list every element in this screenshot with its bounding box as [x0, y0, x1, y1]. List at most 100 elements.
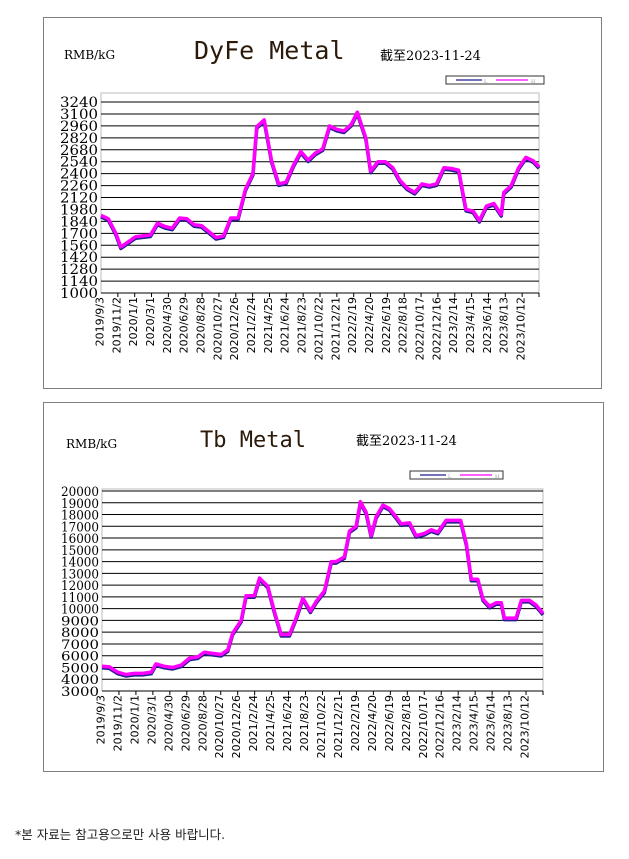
x-tick-label: 2020/4/30 — [161, 297, 174, 353]
y-tick-label: 3100 — [60, 107, 98, 123]
y-tick-label: 7000 — [61, 638, 99, 653]
x-tick-label: 2020/12/26 — [230, 695, 243, 758]
plot-area — [100, 92, 540, 294]
y-tick-label: 2120 — [60, 191, 98, 207]
x-tick-label: 2020/3/1 — [144, 297, 157, 346]
x-tick-label: 2022/10/17 — [414, 297, 427, 360]
y-tick-label: 3000 — [61, 685, 99, 700]
x-tick-label: 2021/6/24 — [279, 297, 292, 353]
x-tick-label: 2020/4/30 — [162, 695, 175, 751]
y-tick-label: 19000 — [61, 497, 99, 512]
x-tick-label: 2022/10/17 — [417, 695, 430, 758]
x-tick-label: 2023/2/14 — [447, 297, 460, 353]
y-tick-label: 2820 — [60, 131, 98, 147]
chart-title: DyFe Metal — [194, 36, 345, 65]
legend-box — [445, 75, 545, 85]
y-tick-label: 3240 — [60, 95, 98, 111]
x-tick-label: 2022/8/18 — [400, 695, 413, 751]
x-tick-label: 2022/12/16 — [434, 695, 447, 758]
x-tick-label: 2020/10/27 — [211, 297, 224, 360]
x-tick-label: 2023/8/13 — [498, 297, 511, 353]
y-tick-label: 1700 — [60, 226, 98, 242]
y-tick-label: 10000 — [61, 603, 99, 618]
x-tick-label: 2023/6/14 — [485, 695, 498, 751]
y-tick-label: 18000 — [61, 509, 99, 524]
y-tick-label: 9000 — [61, 614, 99, 629]
y-tick-label: 1840 — [60, 214, 98, 230]
x-tick-label: 2019/11/2 — [110, 297, 123, 353]
x-tick-label: 2021/2/24 — [245, 297, 258, 353]
unit-label: RMB/kG — [64, 48, 115, 62]
x-tick-label: 2021/6/24 — [281, 695, 294, 751]
x-tick-label: 2021/8/23 — [296, 297, 309, 353]
x-tick-label: 2022/4/20 — [363, 297, 376, 353]
chart-title: Tb Metal — [200, 428, 306, 453]
y-tick-label: 2540 — [60, 155, 98, 171]
y-tick-label: 8000 — [61, 626, 99, 641]
legend-label-l: L — [448, 474, 452, 480]
y-tick-label: 1980 — [60, 202, 98, 218]
chart-subtitle: 截至2023-11-24 — [356, 434, 457, 449]
x-tick-label: 2022/2/19 — [346, 297, 359, 353]
x-tick-label: 2021/12/21 — [332, 695, 345, 758]
x-tick-label: 2021/8/23 — [298, 695, 311, 751]
x-tick-label: 2021/4/25 — [264, 695, 277, 751]
series-line-h — [100, 110, 541, 249]
x-tick-label: 2023/8/13 — [502, 695, 515, 751]
x-tick-label: 2021/10/22 — [315, 695, 328, 758]
y-tick-label: 1560 — [60, 238, 98, 254]
x-tick-label: 2020/1/1 — [127, 297, 140, 346]
tb-metal-chart: RMB/kG Tb Metal 截至2023-11-24 L H 3000 4000 5000… — [43, 402, 604, 772]
x-tick-label: 2023/2/14 — [451, 695, 464, 751]
dyfe-metal-chart: RMB/kG DyFe Metal 截至2023-11-24 L H 1000 1140 12… — [43, 17, 602, 389]
y-tick-label: 12000 — [61, 579, 99, 594]
x-tick-label: 2022/8/18 — [397, 297, 410, 353]
y-tick-label: 6000 — [61, 650, 99, 665]
y-tick-label: 17000 — [61, 520, 99, 535]
y-tick-label: 2960 — [60, 119, 98, 135]
x-tick-label: 2021/10/22 — [312, 297, 325, 360]
y-tick-label: 1420 — [60, 250, 98, 266]
y-tick-label: 14000 — [61, 556, 99, 571]
x-tick-label: 2021/2/24 — [247, 695, 260, 751]
y-tick-label: 5000 — [61, 661, 99, 676]
x-tick-label: 2020/8/28 — [196, 695, 209, 751]
chart-subtitle: 截至2023-11-24 — [380, 49, 481, 64]
x-tick-label: 2023/10/12 — [515, 297, 528, 360]
x-tick-label: 2019/9/3 — [93, 297, 106, 346]
x-tick-label: 2020/6/29 — [178, 297, 191, 353]
y-tick-label: 4000 — [61, 673, 99, 688]
y-tick-label: 2400 — [60, 167, 98, 183]
y-tick-label: 11000 — [61, 591, 99, 606]
legend-label-h: H — [531, 79, 536, 85]
legend-box — [409, 470, 504, 480]
unit-label: RMB/kG — [66, 437, 117, 451]
y-tick-label: 16000 — [61, 532, 99, 547]
y-tick-label: 1000 — [60, 286, 98, 302]
x-tick-label: 2023/4/15 — [464, 297, 477, 353]
x-tick-label: 2021/12/21 — [329, 297, 342, 360]
y-tick-label: 20000 — [61, 485, 99, 500]
x-tick-label: 2023/6/14 — [481, 297, 494, 353]
x-tick-label: 2022/6/19 — [380, 297, 393, 353]
y-tick-label: 2680 — [60, 143, 98, 159]
legend-label-l: L — [484, 79, 488, 85]
x-tick-label: 2023/10/12 — [519, 695, 532, 758]
x-tick-label: 2022/4/20 — [366, 695, 379, 751]
x-tick-label: 2020/3/1 — [145, 695, 158, 744]
x-tick-label: 2020/1/1 — [128, 695, 141, 744]
x-tick-label: 2023/4/15 — [468, 695, 481, 751]
x-tick-label: 2019/9/3 — [94, 695, 107, 744]
y-tick-label: 13000 — [61, 567, 99, 582]
plot-area — [101, 488, 544, 692]
x-tick-label: 2021/4/25 — [262, 297, 275, 353]
series-line-h — [101, 499, 545, 677]
x-tick-label: 2022/12/16 — [430, 297, 443, 360]
y-tick-label: 15000 — [61, 544, 99, 559]
legend-label-h: H — [495, 474, 500, 480]
x-tick-label: 2019/11/2 — [111, 695, 124, 751]
x-tick-label: 2022/6/19 — [383, 695, 396, 751]
x-tick-label: 2020/6/29 — [179, 695, 192, 751]
x-tick-label: 2020/12/26 — [228, 297, 241, 360]
disclaimer-text: *본 자료는 참고용으로만 사용 바랍니다. — [15, 827, 226, 842]
